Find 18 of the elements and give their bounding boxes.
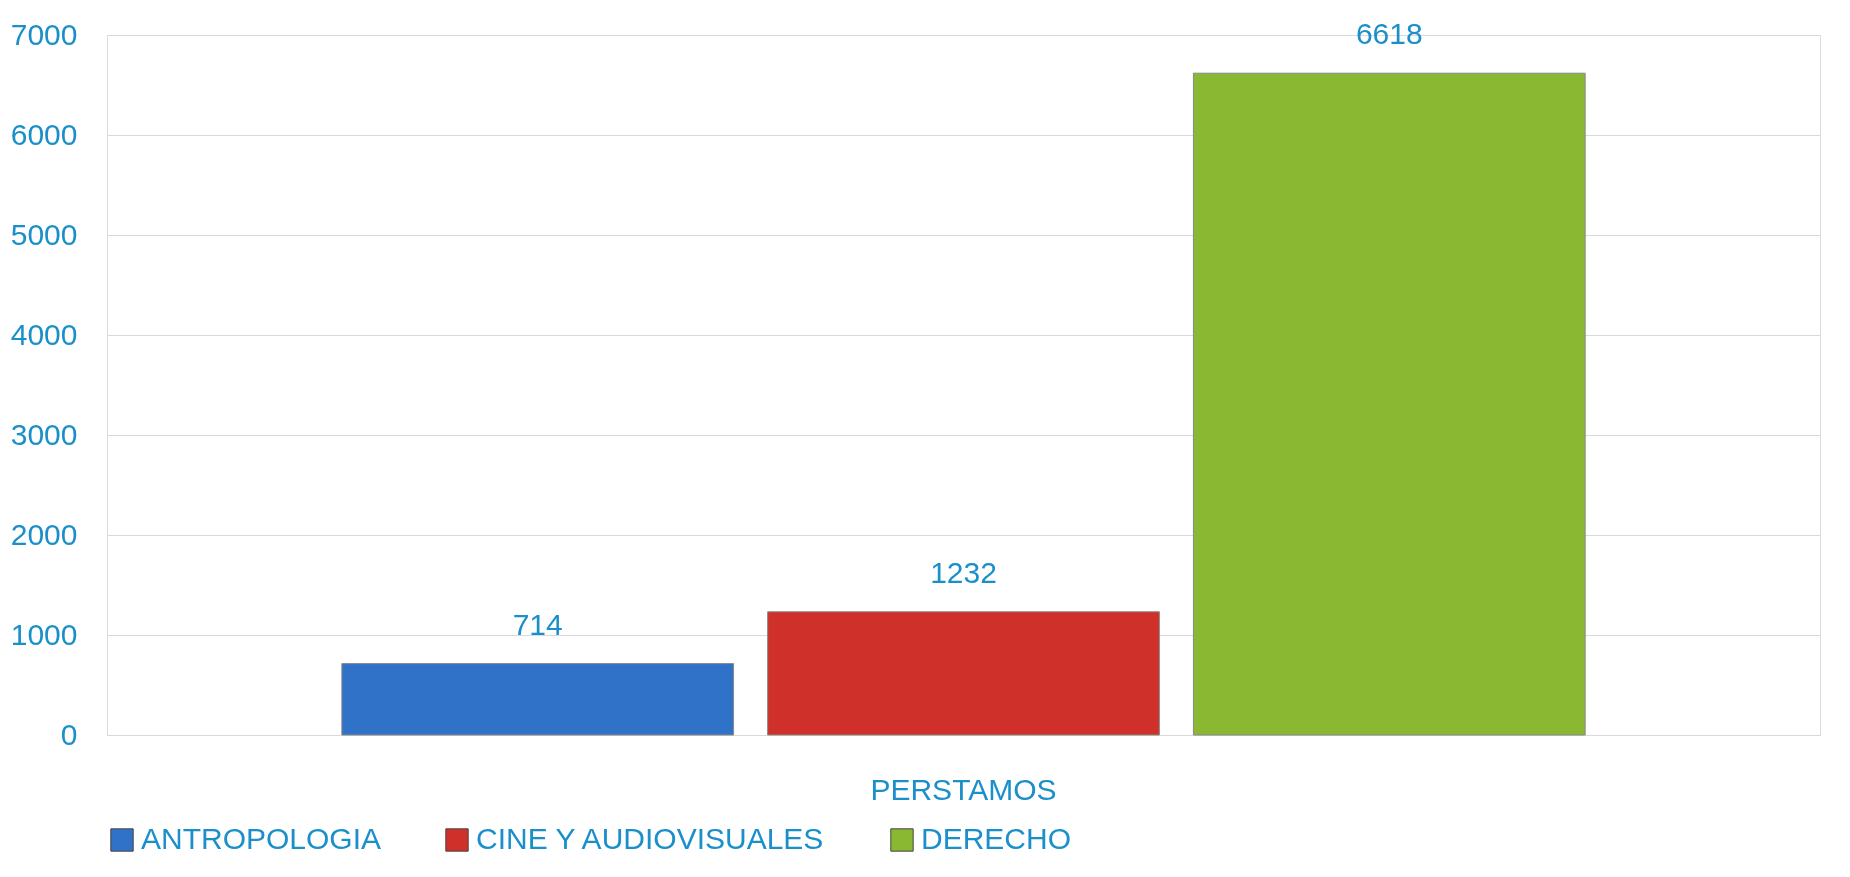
y-tick-label: 6000 — [10, 117, 78, 151]
data-label: 714 — [512, 607, 563, 641]
legend-label: ANTROPOLOGIA — [141, 822, 382, 855]
y-tick-label: 7000 — [10, 17, 78, 51]
legend-label: CINE Y AUDIOVISUALES — [476, 822, 824, 855]
y-tick-label: 5000 — [10, 217, 78, 251]
bar — [341, 663, 735, 736]
bar — [767, 611, 1160, 736]
y-tick-label: 4000 — [10, 317, 78, 351]
y-tick-label: 1000 — [10, 617, 78, 651]
y-tick-label: 0 — [60, 717, 78, 751]
y-tick-label: 3000 — [10, 417, 78, 451]
bar — [1192, 72, 1586, 736]
data-label: 6618 — [1355, 17, 1423, 51]
x-tick-label: PERSTAMOS — [870, 772, 1057, 806]
y-tick-label: 2000 — [10, 517, 78, 551]
legend-label: DERECHO — [921, 822, 1072, 855]
data-label: 1232 — [930, 555, 997, 589]
